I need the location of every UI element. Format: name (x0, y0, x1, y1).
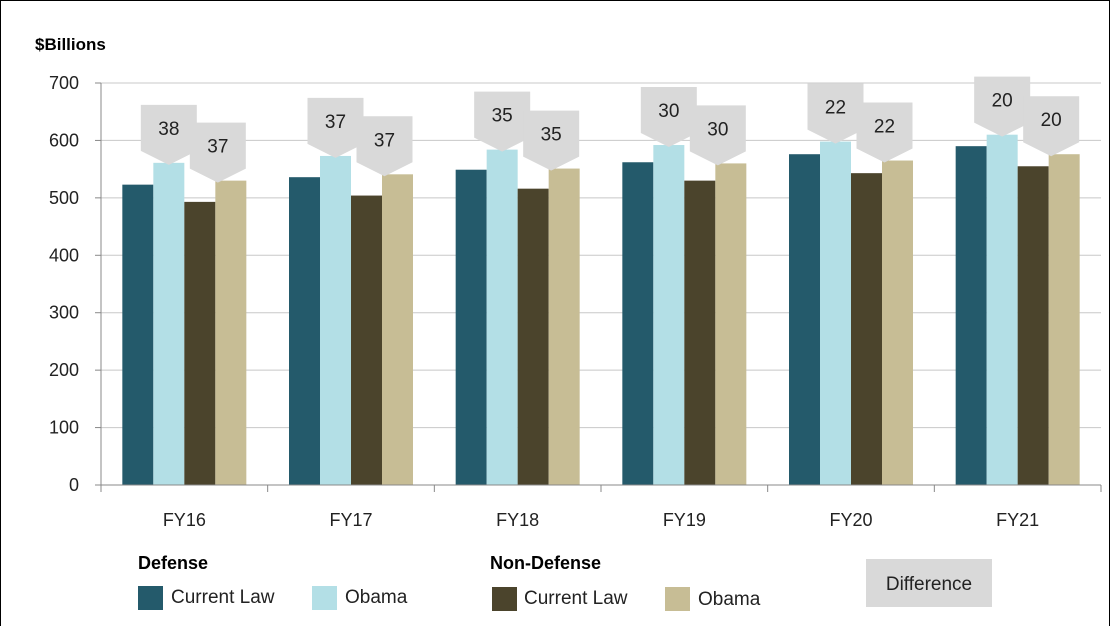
gridlines (101, 82, 1101, 429)
y-tick-label: 300 (49, 303, 79, 323)
bar-non-defense-obama (548, 168, 580, 485)
non-defense-difference-box (1023, 96, 1080, 157)
non-defense-difference-box (189, 122, 246, 183)
x-tick-label: FY17 (329, 510, 372, 530)
y-axis-ticks: 0 100 200 300 400 500 600 700 (49, 73, 102, 495)
non-defense-difference-label: 30 (707, 119, 728, 140)
non-defense-difference-label: 22 (874, 117, 895, 138)
bar-defense-current-law (455, 169, 487, 485)
legend-label-non-defense-current-law: Current Law (524, 588, 628, 609)
y-tick-label: 100 (49, 418, 79, 438)
bar-non-defense-current-law (1017, 166, 1049, 485)
defense-difference-box (807, 83, 864, 144)
bar-non-defense-current-law (351, 195, 382, 485)
y-tick-label: 700 (49, 73, 79, 93)
legend-label-non-defense-obama: Obama (698, 589, 761, 610)
defense-difference-label: 37 (325, 112, 346, 133)
legend-group-defense: Defense (138, 553, 208, 573)
bar-defense-current-law (622, 162, 654, 485)
y-axis-title: $Billions (35, 35, 106, 54)
bars (122, 134, 1080, 486)
bar-non-defense-obama (882, 160, 913, 485)
non-defense-difference-label: 35 (541, 125, 562, 146)
legend-group-non-defense: Non-Defense (490, 553, 601, 573)
bar-non-defense-obama (1048, 154, 1080, 485)
x-tick-label: FY21 (996, 510, 1039, 530)
bar-defense-current-law (789, 154, 820, 485)
legend-swatch-defense-current-law (138, 586, 163, 610)
x-tick-label: FY16 (163, 510, 206, 530)
defense-difference-box (474, 91, 531, 152)
y-tick-label: 0 (69, 475, 79, 495)
bar-defense-obama (986, 134, 1018, 485)
bar-defense-obama (320, 155, 351, 486)
legend-difference-label: Difference (886, 574, 972, 595)
bar-non-defense-current-law (517, 188, 549, 485)
legend-swatch-non-defense-current-law (492, 587, 517, 611)
bar-non-defense-current-law (851, 173, 882, 486)
bar-non-defense-current-law (684, 180, 716, 485)
defense-difference-label: 20 (992, 91, 1013, 112)
non-defense-difference-label: 37 (374, 130, 395, 151)
defense-difference-label: 35 (492, 106, 513, 127)
non-defense-difference-box (856, 102, 913, 163)
x-tick-label: FY20 (829, 510, 872, 530)
non-defense-difference-box (356, 116, 413, 177)
bar-non-defense-obama (715, 163, 747, 485)
legend-label-defense-current-law: Current Law (171, 587, 275, 608)
defense-difference-label: 22 (825, 98, 846, 119)
bar-defense-current-law (122, 184, 154, 486)
x-tick-label: FY19 (663, 510, 706, 530)
defense-difference-label: 30 (658, 101, 679, 122)
x-tick-label: FY18 (496, 510, 539, 530)
legend: Defense Current Law Obama Non-Defense Curren… (138, 553, 992, 611)
y-tick-label: 600 (49, 130, 79, 150)
y-tick-label: 200 (49, 360, 79, 380)
defense-difference-box (140, 104, 197, 165)
defense-difference-box (307, 97, 364, 158)
bar-non-defense-obama (215, 180, 247, 485)
bar-non-defense-current-law (184, 201, 216, 485)
non-defense-difference-box (523, 110, 580, 171)
bar-defense-obama (820, 141, 851, 485)
defense-difference-box (974, 76, 1031, 137)
non-defense-difference-label: 20 (1041, 110, 1062, 131)
bar-non-defense-obama (382, 174, 413, 485)
bar-defense-current-law (955, 146, 987, 485)
difference-callouts: 38 37 37 37 35 35 30 30 22 22 20 20 (140, 76, 1080, 183)
bar-defense-current-law (289, 177, 320, 485)
non-defense-difference-label: 37 (207, 137, 228, 158)
legend-swatch-defense-obama (312, 586, 337, 610)
bar-defense-obama (153, 162, 185, 485)
y-tick-label: 400 (49, 245, 79, 265)
bar-defense-obama (486, 149, 518, 486)
defense-difference-label: 38 (158, 119, 179, 140)
non-defense-difference-box (689, 105, 746, 166)
legend-label-defense-obama: Obama (345, 587, 408, 608)
x-axis: FY16 FY17 FY18 FY19 FY20 FY21 (100, 484, 1102, 530)
defense-difference-box (640, 87, 697, 148)
legend-swatch-non-defense-obama (665, 587, 690, 611)
legend-difference-box (866, 559, 992, 607)
y-tick-label: 500 (49, 188, 79, 208)
bar-defense-obama (653, 145, 685, 485)
